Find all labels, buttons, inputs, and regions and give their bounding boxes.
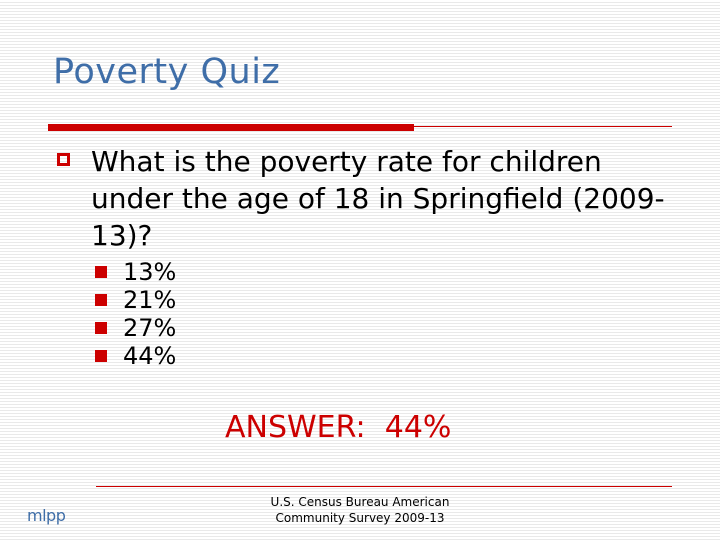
footer-divider <box>96 486 672 487</box>
square-bullet-icon <box>95 266 107 278</box>
square-bullet-icon <box>95 294 107 306</box>
square-bullet-icon <box>95 350 107 362</box>
hollow-square-bullet-icon <box>57 153 70 166</box>
option-label: 21% <box>123 286 177 314</box>
slide-title: Poverty Quiz <box>53 52 281 92</box>
title-underline-thin <box>414 126 672 127</box>
square-bullet-icon <box>95 322 107 334</box>
source-line-1: U.S. Census Bureau American <box>270 495 450 509</box>
source-line-2: Community Survey 2009-13 <box>275 511 445 525</box>
option-label: 44% <box>123 342 177 370</box>
title-underline-thick <box>48 124 414 131</box>
quiz-answer: ANSWER: 44% <box>225 410 452 445</box>
mlpp-logo: mlpp <box>27 506 66 525</box>
option-label: 27% <box>123 314 177 342</box>
source-citation: U.S. Census Bureau American Community Su… <box>240 494 480 526</box>
option-label: 13% <box>123 258 177 286</box>
quiz-question: What is the poverty rate for children un… <box>91 145 665 252</box>
